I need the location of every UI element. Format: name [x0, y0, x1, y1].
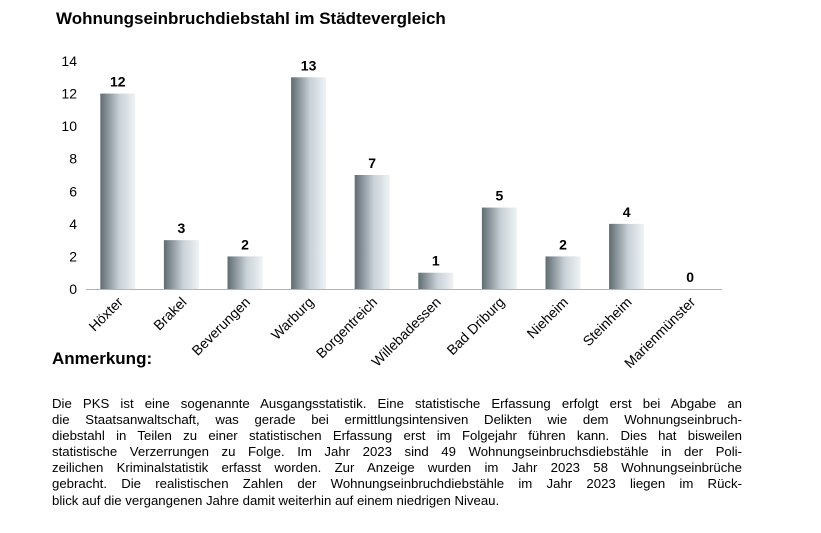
- y-tick-label: 10: [61, 118, 77, 134]
- note-body: Die PKS ist eine sogenannte Ausgangsstat…: [52, 396, 742, 509]
- data-label: 12: [110, 74, 126, 90]
- bar-chart: 0 2 4 6 8 10 12 14 12 3 2 13 7 1 5 2 4 0 Höxter BrakelBev…: [61, 53, 722, 372]
- data-labels: 12 3 2 13 7 1 5 2 4 0: [110, 57, 694, 285]
- x-tick-label: Brakel: [150, 294, 189, 333]
- note-line: gebracht. Die realistischen Zahlen der W…: [52, 476, 742, 492]
- x-tick-label: Borgentreich: [313, 294, 380, 361]
- x-tick-label: Nieheim: [523, 294, 571, 342]
- x-tick-label: Steinheim: [579, 294, 634, 349]
- bar: [545, 256, 581, 289]
- x-tick-label: Höxter: [85, 294, 126, 335]
- bar: [354, 175, 390, 289]
- y-tick-label: 14: [61, 53, 77, 69]
- y-axis-ticks: 0 2 4 6 8 10 12 14: [61, 53, 77, 297]
- note-line: diebstahl in Teilen zu einer statistisch…: [52, 428, 742, 444]
- bar: [100, 93, 136, 289]
- y-tick-label: 4: [69, 216, 77, 232]
- data-label: 1: [432, 253, 440, 269]
- data-label: 13: [301, 57, 317, 73]
- chart-title: Wohnungseinbruchdiebstahl im Städtevergl…: [56, 9, 446, 28]
- y-tick-label: 12: [61, 86, 77, 102]
- data-label: 4: [623, 204, 631, 220]
- bar: [609, 223, 645, 289]
- x-tick-label: Warburg: [268, 294, 317, 343]
- bar: [291, 77, 327, 290]
- y-tick-label: 6: [69, 183, 77, 199]
- data-label: 0: [686, 269, 694, 285]
- data-label: 2: [241, 236, 249, 252]
- y-tick-label: 2: [69, 248, 77, 264]
- note-line: die Staatsanwaltschaft, was gerade bei e…: [52, 412, 742, 428]
- y-tick-label: 8: [69, 151, 77, 167]
- note-line: blick auf die vergangenen Jahre damit we…: [52, 492, 500, 508]
- x-tick-label: Beverungen: [188, 294, 253, 359]
- note-heading: Anmerkung:: [52, 349, 153, 368]
- data-label: 5: [496, 188, 504, 204]
- bars: [100, 77, 645, 290]
- note-line: Die PKS ist eine sogenannte Ausgangsstat…: [52, 396, 742, 411]
- data-label: 2: [559, 236, 567, 252]
- data-label: 7: [368, 155, 376, 171]
- bar: [163, 240, 199, 289]
- note-line: zeilichen Kriminalstatistik erfasst word…: [52, 460, 742, 476]
- y-tick-label: 0: [69, 281, 77, 297]
- bar: [227, 256, 263, 289]
- note-line: statistische Verzerrungen zu Folge. Im J…: [52, 444, 742, 460]
- data-label: 3: [178, 220, 186, 236]
- x-tick-label: Bad Driburg: [443, 294, 507, 358]
- bar: [418, 272, 454, 289]
- bar: [481, 207, 517, 289]
